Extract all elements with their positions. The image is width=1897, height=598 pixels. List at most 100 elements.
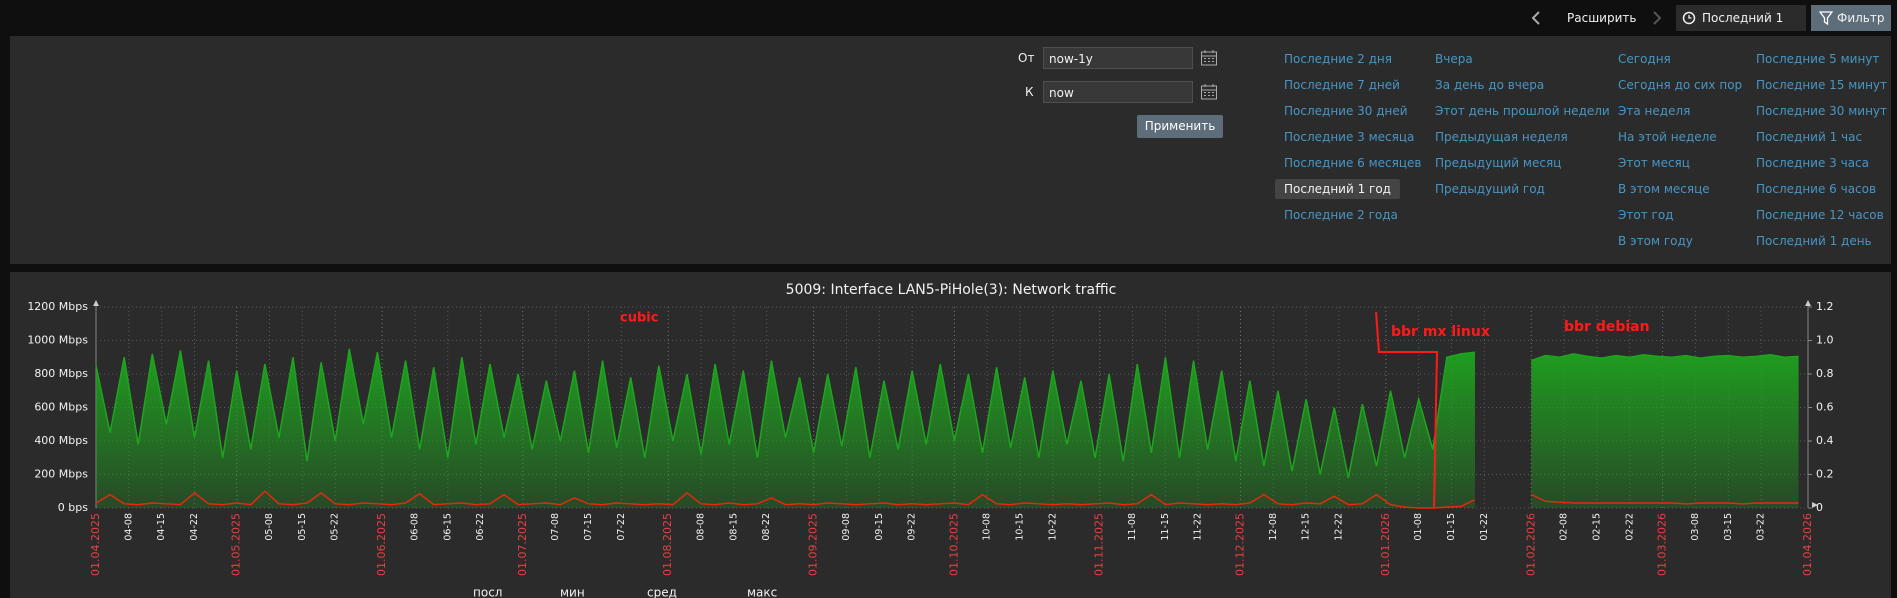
quick-range[interactable]: В этом году (1618, 234, 1693, 248)
legend-header: посл (473, 586, 502, 598)
quick-range[interactable]: Предыдущая неделя (1435, 130, 1568, 144)
expand-button[interactable]: Расширить (1567, 11, 1637, 25)
quick-range[interactable]: Сегодня (1618, 52, 1671, 66)
quick-range[interactable]: Предыдущий месяц (1435, 156, 1562, 170)
quick-range[interactable]: Последние 6 часов (1756, 182, 1877, 196)
quick-range[interactable]: Этот год (1618, 208, 1674, 222)
y2-tick-label: 0.6 (1816, 401, 1834, 414)
x-tick-label: 08-08 (696, 513, 707, 541)
x-tick-label: 06-15 (442, 513, 453, 541)
apply-button[interactable]: Применить (1137, 115, 1223, 138)
x-tick-label: 06-08 (409, 513, 420, 541)
from-input[interactable]: now-1y (1043, 47, 1193, 69)
quick-range[interactable]: Последние 6 месяцев (1284, 156, 1422, 170)
x-tick-label: 10-15 (1015, 513, 1026, 541)
legend-header: сред (647, 586, 677, 598)
quick-range[interactable]: Этот месяц (1618, 156, 1690, 170)
y-tick-label: 200 Mbps (34, 468, 88, 481)
quick-range[interactable]: Последние 2 дня (1284, 52, 1392, 66)
quick-range[interactable]: Последний 1 час (1756, 130, 1863, 144)
x-tick-label: 09-22 (907, 513, 918, 541)
area (96, 348, 1799, 508)
filter-button[interactable]: Фильтр (1811, 5, 1891, 31)
x-tick-label: 12-15 (1301, 513, 1312, 541)
prev-icon[interactable] (1530, 10, 1542, 26)
period-button[interactable]: Последний 1 год (1676, 5, 1806, 51)
x-tick-label: 07-08 (550, 513, 561, 541)
x-tick-label: 01-22 (1479, 513, 1490, 541)
quick-range[interactable]: Последние 5 минут (1756, 52, 1880, 66)
quick-range[interactable]: Последние 15 минут (1756, 78, 1888, 92)
quick-range[interactable]: Последние 2 года (1284, 208, 1398, 222)
y2-tick-label: 0.2 (1816, 468, 1834, 481)
y-tick-label: 1200 Mbps (27, 300, 88, 313)
quick-range[interactable]: Эта неделя (1618, 104, 1691, 118)
quick-range[interactable]: На этой неделе (1618, 130, 1717, 144)
x-tick-label: 10-08 (982, 513, 993, 541)
x-tick-label: 11-15 (1160, 513, 1171, 541)
quick-range[interactable]: Последние 30 дней (1284, 104, 1408, 118)
x-tick-label: 05-08 (264, 513, 275, 541)
quick-range[interactable]: Последние 12 часов (1756, 208, 1884, 222)
y2-tick-label: 0.4 (1816, 434, 1834, 447)
calendar-icon[interactable] (1200, 49, 1218, 67)
quick-range[interactable]: Этот день прошлой недели (1435, 104, 1610, 118)
x-tick-label: 01.05.2025 (230, 513, 243, 576)
x-tick-label: 09-15 (874, 513, 885, 541)
x-tick-label: 02-22 (1624, 513, 1635, 541)
y-tick-label: 0 bps (58, 501, 88, 514)
to-label: К (1025, 85, 1034, 99)
x-tick-label: 01.06.2025 (375, 513, 388, 576)
x-tick-label: 01.01.2026 (1379, 513, 1392, 576)
x-tick-label: 01-08 (1413, 513, 1424, 541)
x-tick-label: 01.03.2026 (1656, 513, 1669, 576)
x-tick-label: 01.11.2025 (1093, 513, 1106, 576)
calendar-icon[interactable] (1200, 83, 1218, 101)
x-tick-label: 01.12.2025 (1233, 513, 1246, 576)
x-tick-label: 11-22 (1193, 513, 1204, 541)
x-tick-label: 01.04.2026 (1801, 513, 1814, 576)
quick-range[interactable]: За день до вчера (1435, 78, 1545, 92)
x-tick-label: 01.04.2025 (89, 513, 102, 576)
quick-range[interactable]: Предыдущий год (1435, 182, 1545, 196)
y-tick-label: 800 Mbps (34, 367, 88, 380)
x-tick-label: 01.07.2025 (516, 513, 529, 576)
quick-range[interactable]: Сегодня до сих пор (1618, 78, 1743, 92)
y-tick-label: 1000 Mbps (27, 334, 88, 347)
x-tick-label: 12-22 (1333, 513, 1344, 541)
x-tick-label: 08-15 (728, 513, 739, 541)
x-tick-label: 03-08 (1690, 513, 1701, 541)
quick-range[interactable]: Последние 3 месяца (1284, 130, 1415, 144)
quick-range[interactable]: Последние 30 минут (1756, 104, 1888, 118)
from-label: От (1018, 51, 1035, 65)
to-input[interactable]: now (1043, 81, 1193, 103)
x-tick-label: 01.08.2025 (661, 513, 674, 576)
legend-header: мин (560, 586, 585, 598)
x-tick-label: 02-08 (1559, 513, 1570, 541)
x-tick-label: 04-15 (156, 513, 167, 541)
x-tick-label: 04-08 (123, 513, 134, 541)
annotation: bbr debian (1564, 319, 1650, 335)
x-tick-label: 06-22 (475, 513, 486, 541)
x-tick-label: 05-22 (330, 513, 341, 541)
y2-tick-label: 1.0 (1816, 334, 1834, 347)
x-tick-label: 10-22 (1047, 513, 1058, 541)
quick-range[interactable]: Последний 1 год (1275, 179, 1400, 199)
filter-panel: От now-1y К now Применить Последние 2 дн… (10, 36, 1891, 264)
y-tick-label: 600 Mbps (34, 401, 88, 414)
y2-tick-label: 1.2 (1816, 300, 1834, 313)
quick-range[interactable]: Последние 7 дней (1284, 78, 1400, 92)
x-tick-label: 07-15 (583, 513, 594, 541)
quick-range[interactable]: Вчера (1435, 52, 1473, 66)
x-tick-label: 01-15 (1446, 513, 1457, 541)
quick-range[interactable]: В этом месяце (1618, 182, 1710, 196)
quick-range[interactable]: Последние 3 часа (1756, 156, 1869, 170)
annotation-drawing (1375, 311, 1439, 509)
y-tick-label: 400 Mbps (34, 434, 88, 447)
next-icon[interactable] (1651, 10, 1663, 26)
x-tick-label: 05-15 (297, 513, 308, 541)
x-tick-label: 07-22 (616, 513, 627, 541)
annotation: cubic (620, 311, 658, 326)
chart-title: 5009: Interface LAN5-PiHole(3): Network … (786, 282, 1117, 298)
quick-range[interactable]: Последний 1 день (1756, 234, 1872, 248)
